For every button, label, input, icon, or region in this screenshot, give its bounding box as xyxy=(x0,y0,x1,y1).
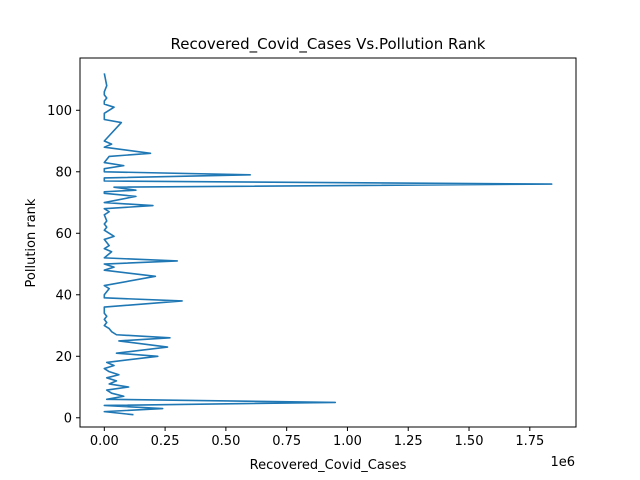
x-tick-label-3: 0.75 xyxy=(272,434,301,449)
y-axis-title: Pollution rank xyxy=(24,198,39,287)
x-tick-label-2: 0.50 xyxy=(211,434,240,449)
chart-title: Recovered_Covid_Cases Vs.Pollution Rank xyxy=(171,35,486,54)
x-tick-label-6: 1.50 xyxy=(455,434,484,449)
y-tick-label-4: 80 xyxy=(55,165,72,180)
series-line-0 xyxy=(103,73,553,416)
x-axis-title: Recovered_Covid_Cases xyxy=(250,458,407,473)
y-tick-label-1: 20 xyxy=(55,350,72,365)
y-tick-label-5: 100 xyxy=(47,104,72,119)
axes-frame xyxy=(79,57,577,428)
x-tick-label-7: 1.75 xyxy=(515,434,544,449)
y-tick-label-3: 60 xyxy=(55,227,72,242)
x-tick-label-4: 1.00 xyxy=(333,434,362,449)
y-tick-label-2: 40 xyxy=(55,288,72,303)
x-tick-label-1: 0.25 xyxy=(151,434,180,449)
x-axis-scale-label: 1e6 xyxy=(550,455,575,470)
x-tick-label-0: 0.00 xyxy=(90,434,119,449)
x-tick-label-5: 1.25 xyxy=(394,434,423,449)
plot-area: 0.00 0.25 0.50 0.75 1.00 1.25 1.50 1.75 0 20 40 60 8… xyxy=(47,57,577,449)
y-tick-label-0: 0 xyxy=(64,411,72,426)
